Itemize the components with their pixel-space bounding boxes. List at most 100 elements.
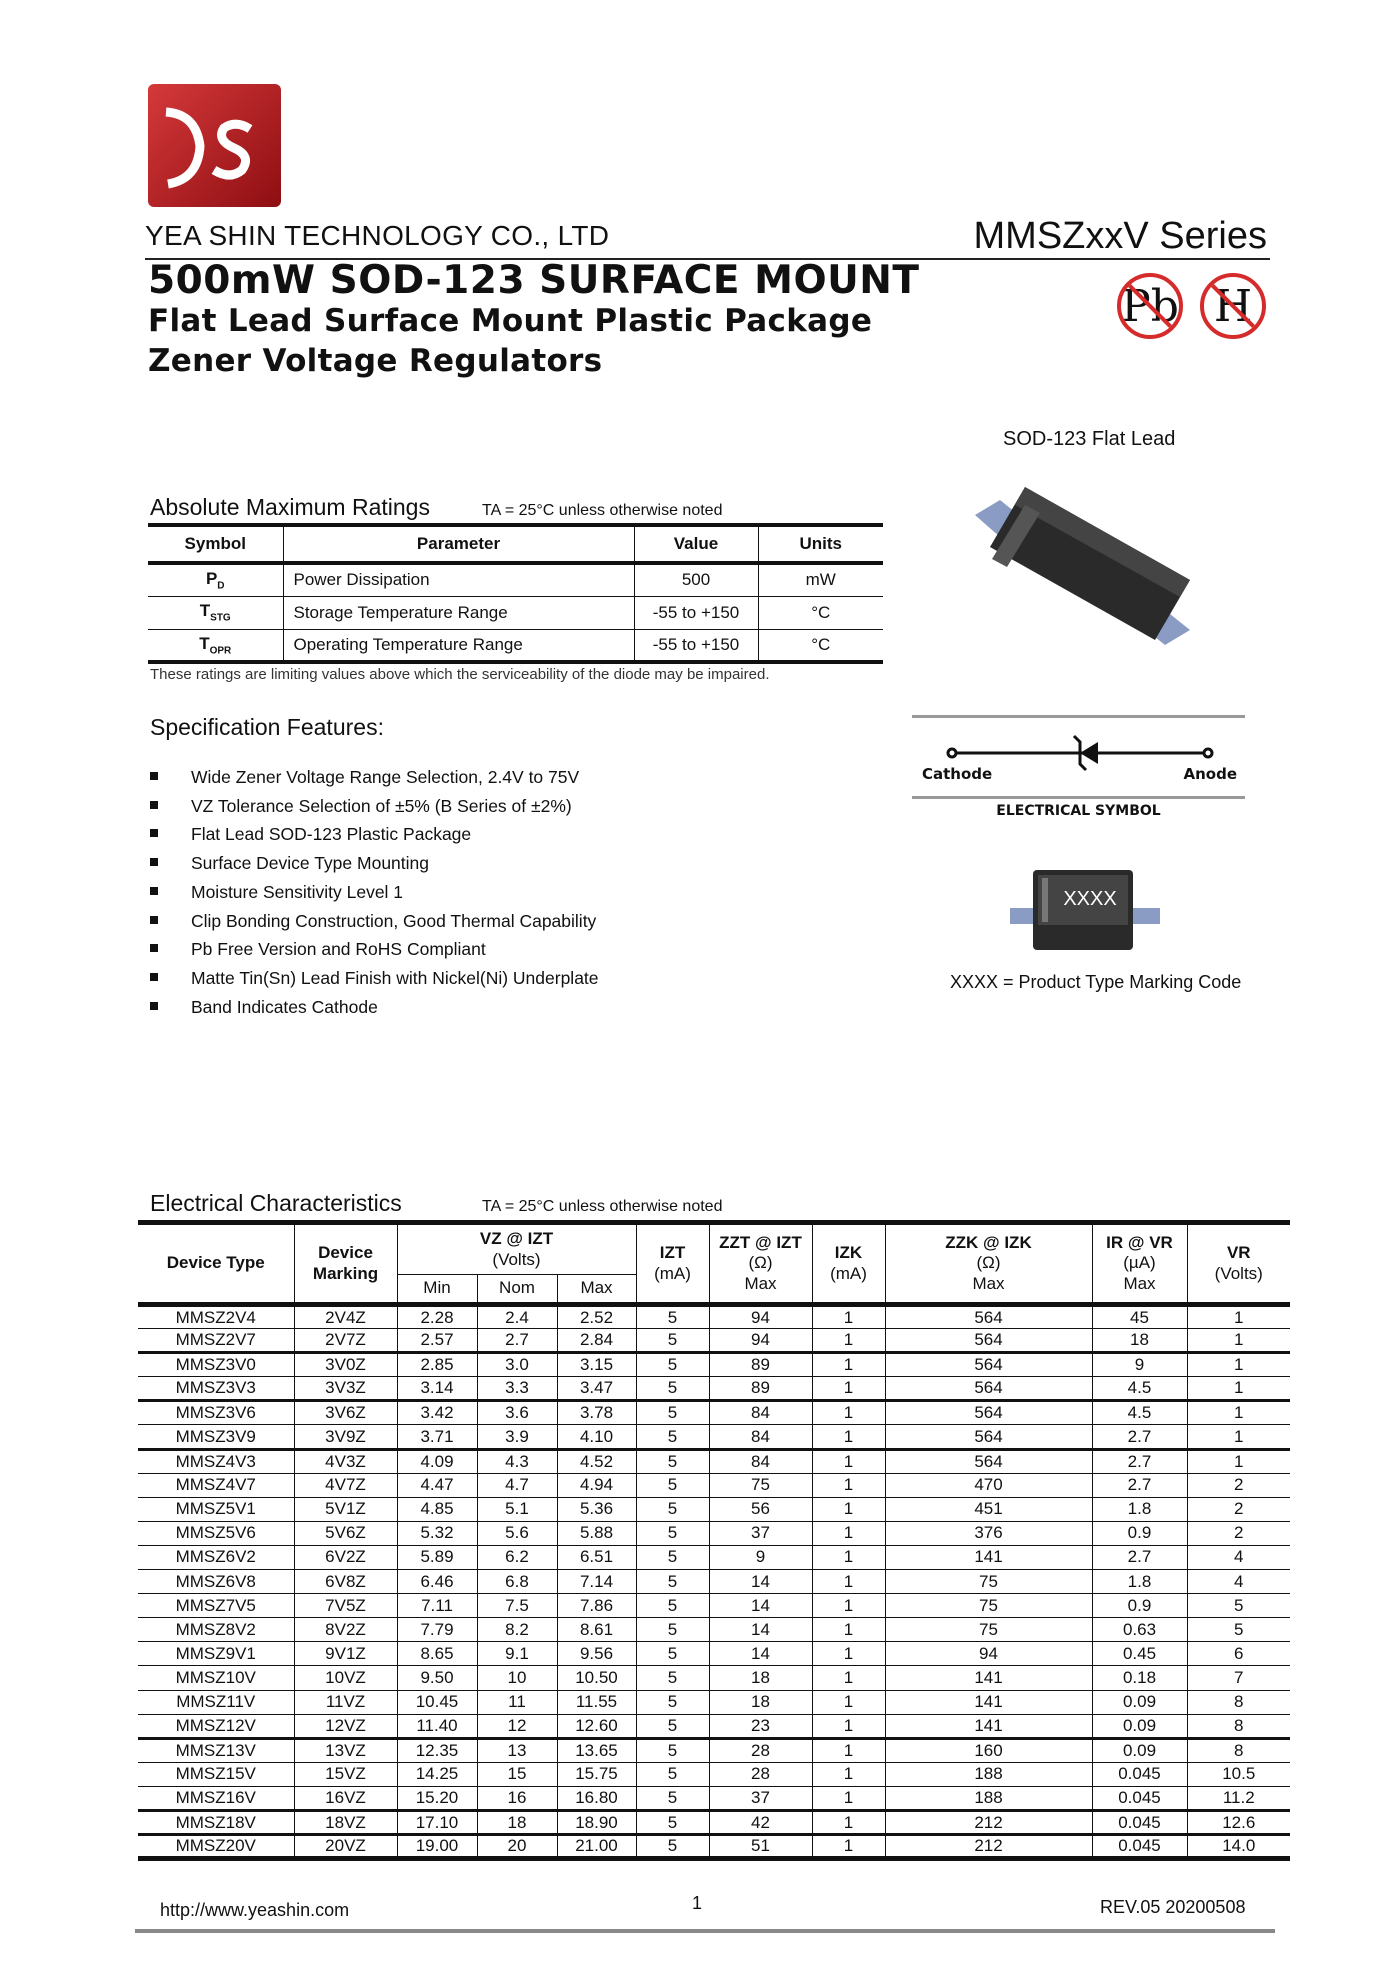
table-cell: 212 <box>884 1809 1093 1836</box>
vz-unit: (Volts) <box>492 1249 541 1269</box>
page-title: 500mW SOD-123 SURFACE MOUNT <box>148 258 920 303</box>
halogen-free-icon: H <box>1200 273 1266 339</box>
feature-item: Pb Free Version and RoHS Compliant <box>150 939 486 960</box>
table-cell: 2.85 <box>396 1352 478 1378</box>
anode-label: Anode <box>1183 765 1237 783</box>
abs-max-row: TSTG Storage Temperature Range -55 to +1… <box>148 595 883 630</box>
table-cell: 23 <box>708 1713 813 1739</box>
table-cell: 188 <box>884 1785 1093 1811</box>
table-cell: 2.7 <box>1091 1472 1188 1498</box>
table-cell: 5 <box>635 1689 710 1715</box>
table-cell: 1 <box>811 1544 886 1571</box>
table-cell: 1 <box>811 1617 886 1643</box>
table-cell: 18 <box>708 1665 813 1691</box>
table-row: MMSZ5V6 5V6Z 5.32 5.6 5.88 5 37 1 376 0.9 2 <box>138 1520 1290 1546</box>
table-cell: 5 <box>635 1641 710 1667</box>
table-cell: 18.90 <box>556 1809 637 1836</box>
table-cell: 2.4 <box>476 1303 558 1330</box>
table-cell: 2.7 <box>1091 1448 1188 1474</box>
table-cell: 7.79 <box>396 1617 478 1643</box>
table-cell: 5 <box>635 1593 710 1619</box>
table-cell: 17.10 <box>396 1809 478 1836</box>
table-cell: MMSZ4V3 <box>138 1448 295 1474</box>
table-cell: 14 <box>708 1593 813 1619</box>
table-row: MMSZ11V 11VZ 10.45 11 11.55 5 18 1 141 0.09 8 <box>138 1689 1290 1715</box>
ir-unit: (µA) <box>1123 1253 1156 1273</box>
table-cell: 4.5 <box>1091 1400 1188 1426</box>
table-cell: 89 <box>708 1376 813 1402</box>
table-cell: MMSZ2V7 <box>138 1328 295 1354</box>
col-device-marking: Device Marking <box>293 1222 398 1305</box>
table-cell: 45 <box>1091 1303 1188 1330</box>
table-cell: 5V6Z <box>293 1520 398 1546</box>
symbol: T <box>199 633 210 653</box>
table-row: MMSZ2V7 2V7Z 2.57 2.7 2.84 5 94 1 564 18 1 <box>138 1328 1290 1354</box>
package-image <box>975 487 1190 645</box>
company-logo <box>148 84 281 207</box>
table-row: MMSZ9V1 9V1Z 8.65 9.1 9.56 5 14 1 94 0.45 6 <box>138 1641 1290 1667</box>
table-cell: 4 <box>1186 1544 1290 1571</box>
table-cell: 0.09 <box>1091 1713 1188 1739</box>
feature-text: Pb Free Version and RoHS Compliant <box>191 939 486 960</box>
footer-divider <box>135 1929 1275 1933</box>
abs-max-table: Symbol Parameter Value Units PD Power Di… <box>148 523 883 664</box>
table-cell: 5 <box>635 1713 710 1739</box>
table-cell: 10.45 <box>396 1689 478 1715</box>
table-cell: 8 <box>1186 1689 1290 1715</box>
table-cell: 5 <box>635 1737 710 1763</box>
page-number: 1 <box>692 1893 703 1913</box>
table-cell: 8 <box>1186 1737 1290 1763</box>
symbol-subscript: STG <box>210 612 231 624</box>
table-cell: 28 <box>708 1761 813 1787</box>
value-cell: -55 to +150 <box>633 628 759 663</box>
table-cell: 8 <box>1186 1713 1290 1739</box>
vr-label: VR <box>1226 1243 1251 1263</box>
izk-label: IZK <box>834 1243 863 1263</box>
table-cell: 16 <box>476 1785 558 1811</box>
table-cell: 9 <box>1091 1352 1188 1378</box>
table-cell: 7V5Z <box>293 1593 398 1619</box>
features-heading: Specification Features: <box>150 714 384 740</box>
table-cell: 3V0Z <box>293 1352 398 1378</box>
revision: REV.05 20200508 <box>1100 1897 1246 1917</box>
table-cell: 51 <box>708 1834 813 1860</box>
table-cell: 564 <box>884 1328 1093 1354</box>
table-cell: 8.2 <box>476 1617 558 1643</box>
table-cell: 11.55 <box>556 1689 637 1715</box>
table-cell: 4.94 <box>556 1472 637 1498</box>
electrical-symbol: Cathode Anode <box>912 715 1245 799</box>
zzt-label: ZZT @ IZT <box>719 1232 802 1252</box>
table-cell: 75 <box>884 1593 1093 1619</box>
feature-item: Surface Device Type Mounting <box>150 853 429 874</box>
table-cell: 1 <box>811 1352 886 1378</box>
table-cell: 20VZ <box>293 1834 398 1860</box>
electrical-characteristics-table: Device Type Device Marking VZ @ IZT (Volt… <box>138 1220 1290 1861</box>
table-cell: 8.65 <box>396 1641 478 1667</box>
table-cell: 1 <box>811 1737 886 1763</box>
table-cell: 14 <box>708 1641 813 1667</box>
table-cell: 3.14 <box>396 1376 478 1402</box>
table-cell: 5 <box>1186 1593 1290 1619</box>
table-cell: 3.42 <box>396 1400 478 1426</box>
table-cell: 564 <box>884 1352 1093 1378</box>
table-cell: 20 <box>476 1834 558 1860</box>
units-cell: °C <box>757 595 883 630</box>
table-cell: 1 <box>811 1496 886 1522</box>
symbol-subscript: OPR <box>209 644 232 656</box>
col-value: Value <box>633 525 759 563</box>
table-cell: 37 <box>708 1520 813 1546</box>
symbol: T <box>199 601 211 621</box>
table-cell: 0.09 <box>1091 1737 1188 1763</box>
abs-max-condition: TA = 25°C unless otherwise noted <box>482 502 723 519</box>
table-cell: 0.18 <box>1091 1665 1188 1691</box>
table-row: MMSZ15V 15VZ 14.25 15 15.75 5 28 1 188 0.045 10.5 <box>138 1761 1290 1787</box>
table-cell: 3.3 <box>476 1376 558 1402</box>
feature-item: Clip Bonding Construction, Good Thermal … <box>150 911 596 932</box>
footer-url[interactable]: http://www.yeashin.com <box>160 1900 350 1920</box>
table-cell: 1 <box>1186 1328 1290 1354</box>
abs-max-row: TOPR Operating Temperature Range -55 to … <box>148 628 883 663</box>
table-cell: 5 <box>1186 1617 1290 1643</box>
col-zzk: ZZK @ IZK (Ω) Max <box>884 1222 1093 1305</box>
symbol-subscript: D <box>217 580 225 592</box>
table-cell: 1 <box>811 1376 886 1402</box>
